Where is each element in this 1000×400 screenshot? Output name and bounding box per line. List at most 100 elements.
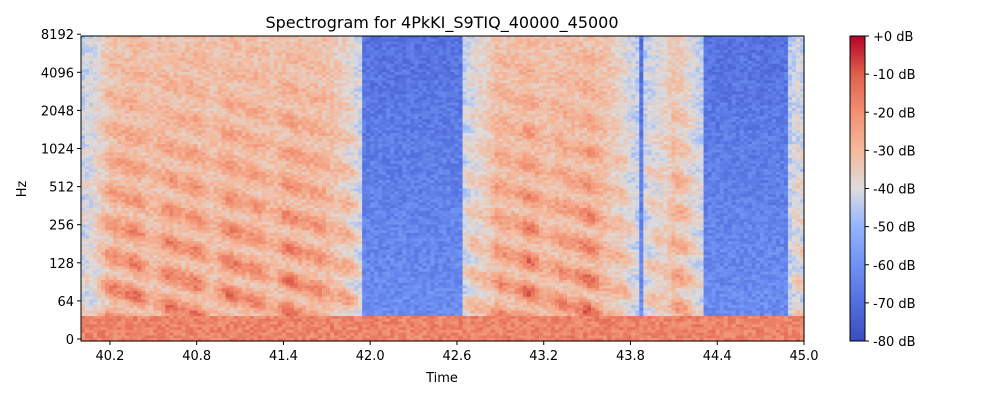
heatmap-cell xyxy=(169,199,174,203)
heatmap-cell xyxy=(97,94,102,98)
heatmap-cell xyxy=(109,119,114,123)
heatmap-cell xyxy=(93,77,98,81)
heatmap-cell xyxy=(197,182,203,187)
heatmap-cell xyxy=(129,238,134,242)
heatmap-cell xyxy=(133,196,138,201)
heatmap-cell xyxy=(217,38,223,43)
heatmap-cell xyxy=(165,166,170,170)
heatmap-cell xyxy=(117,235,122,240)
heatmap-cell xyxy=(97,219,102,223)
heatmap-cell xyxy=(149,327,154,331)
heatmap-cell xyxy=(217,232,223,237)
heatmap-cell xyxy=(169,155,174,159)
heatmap-cell xyxy=(181,69,187,73)
heatmap-cell xyxy=(101,97,106,101)
heatmap-cell xyxy=(241,99,247,104)
heatmap-cell xyxy=(105,99,110,104)
heatmap-cell xyxy=(121,235,126,240)
heatmap-cell xyxy=(205,44,211,48)
heatmap-cell xyxy=(225,97,231,101)
heatmap-cell xyxy=(93,324,98,328)
heatmap-cell xyxy=(201,196,207,201)
heatmap-cell xyxy=(181,36,187,40)
heatmap-cell xyxy=(141,332,146,337)
heatmap-cell xyxy=(177,196,183,201)
heatmap-cell xyxy=(141,91,146,95)
heatmap-cell xyxy=(161,255,166,259)
heatmap-cell xyxy=(225,285,231,289)
heatmap-cell xyxy=(113,268,118,273)
heatmap-cell xyxy=(85,202,90,206)
heatmap-cell xyxy=(133,329,138,334)
heatmap-cell xyxy=(189,55,195,59)
heatmap-cell xyxy=(221,38,227,43)
heatmap-cell xyxy=(165,171,170,176)
heatmap-cell xyxy=(237,127,243,131)
heatmap-cell xyxy=(149,185,154,190)
heatmap-cell xyxy=(185,221,191,226)
heatmap-cell xyxy=(141,235,146,240)
heatmap-cell xyxy=(229,119,235,123)
heatmap-cell xyxy=(149,80,154,84)
heatmap-cell xyxy=(117,49,122,54)
heatmap-cell xyxy=(149,105,154,109)
heatmap-cell xyxy=(93,135,98,140)
heatmap-cell xyxy=(173,119,178,123)
heatmap-cell xyxy=(209,299,215,303)
heatmap-cell xyxy=(229,221,235,226)
heatmap-cell xyxy=(237,174,243,179)
heatmap-cell xyxy=(197,304,203,309)
heatmap-cell xyxy=(197,277,203,281)
heatmap-cell xyxy=(169,230,174,234)
heatmap-cell xyxy=(185,202,191,206)
heatmap-cell xyxy=(93,313,98,317)
heatmap-cell xyxy=(189,241,195,245)
heatmap-cell xyxy=(189,327,195,331)
heatmap-cell xyxy=(213,36,219,40)
heatmap-cell xyxy=(245,138,251,142)
heatmap-cell xyxy=(101,163,106,167)
heatmap-cell xyxy=(217,105,223,109)
heatmap-cell xyxy=(145,177,150,181)
heatmap-cell xyxy=(93,296,98,301)
heatmap-cell xyxy=(181,263,187,267)
heatmap-cell xyxy=(209,210,215,215)
heatmap-cell xyxy=(129,324,134,328)
heatmap-cell xyxy=(185,185,191,190)
heatmap-cell xyxy=(93,232,98,237)
heatmap-cell xyxy=(145,127,150,131)
heatmap-cell xyxy=(197,327,203,331)
heatmap-cell xyxy=(165,36,170,40)
heatmap-cell xyxy=(165,299,170,303)
heatmap-cell xyxy=(105,196,110,201)
heatmap-cell xyxy=(129,271,134,276)
heatmap-cell xyxy=(237,196,243,201)
heatmap-cell xyxy=(217,313,223,317)
heatmap-cell xyxy=(117,63,122,68)
heatmap-cell xyxy=(169,316,174,320)
heatmap-cell xyxy=(245,310,251,314)
heatmap-cell xyxy=(93,163,98,167)
heatmap-cell xyxy=(201,235,207,240)
heatmap-cell xyxy=(241,291,247,295)
heatmap-cell xyxy=(165,310,170,314)
heatmap-cell xyxy=(173,199,178,203)
heatmap-cell xyxy=(189,205,195,209)
heatmap-cell xyxy=(241,105,247,109)
heatmap-cell xyxy=(97,102,102,106)
heatmap-cell xyxy=(165,241,170,245)
heatmap-cell xyxy=(213,185,219,190)
heatmap-cell xyxy=(93,224,98,228)
heatmap-cell xyxy=(181,199,187,203)
heatmap-cell xyxy=(213,72,219,76)
heatmap-cell xyxy=(221,80,227,84)
heatmap-cell xyxy=(213,313,219,317)
heatmap-cell xyxy=(89,266,94,270)
heatmap-cell xyxy=(217,216,223,220)
heatmap-cell xyxy=(153,307,158,312)
heatmap-cell xyxy=(141,318,146,323)
heatmap-cell xyxy=(237,318,243,323)
heatmap-cell xyxy=(197,36,203,40)
heatmap-cell xyxy=(173,163,178,167)
heatmap-cell xyxy=(201,185,207,190)
